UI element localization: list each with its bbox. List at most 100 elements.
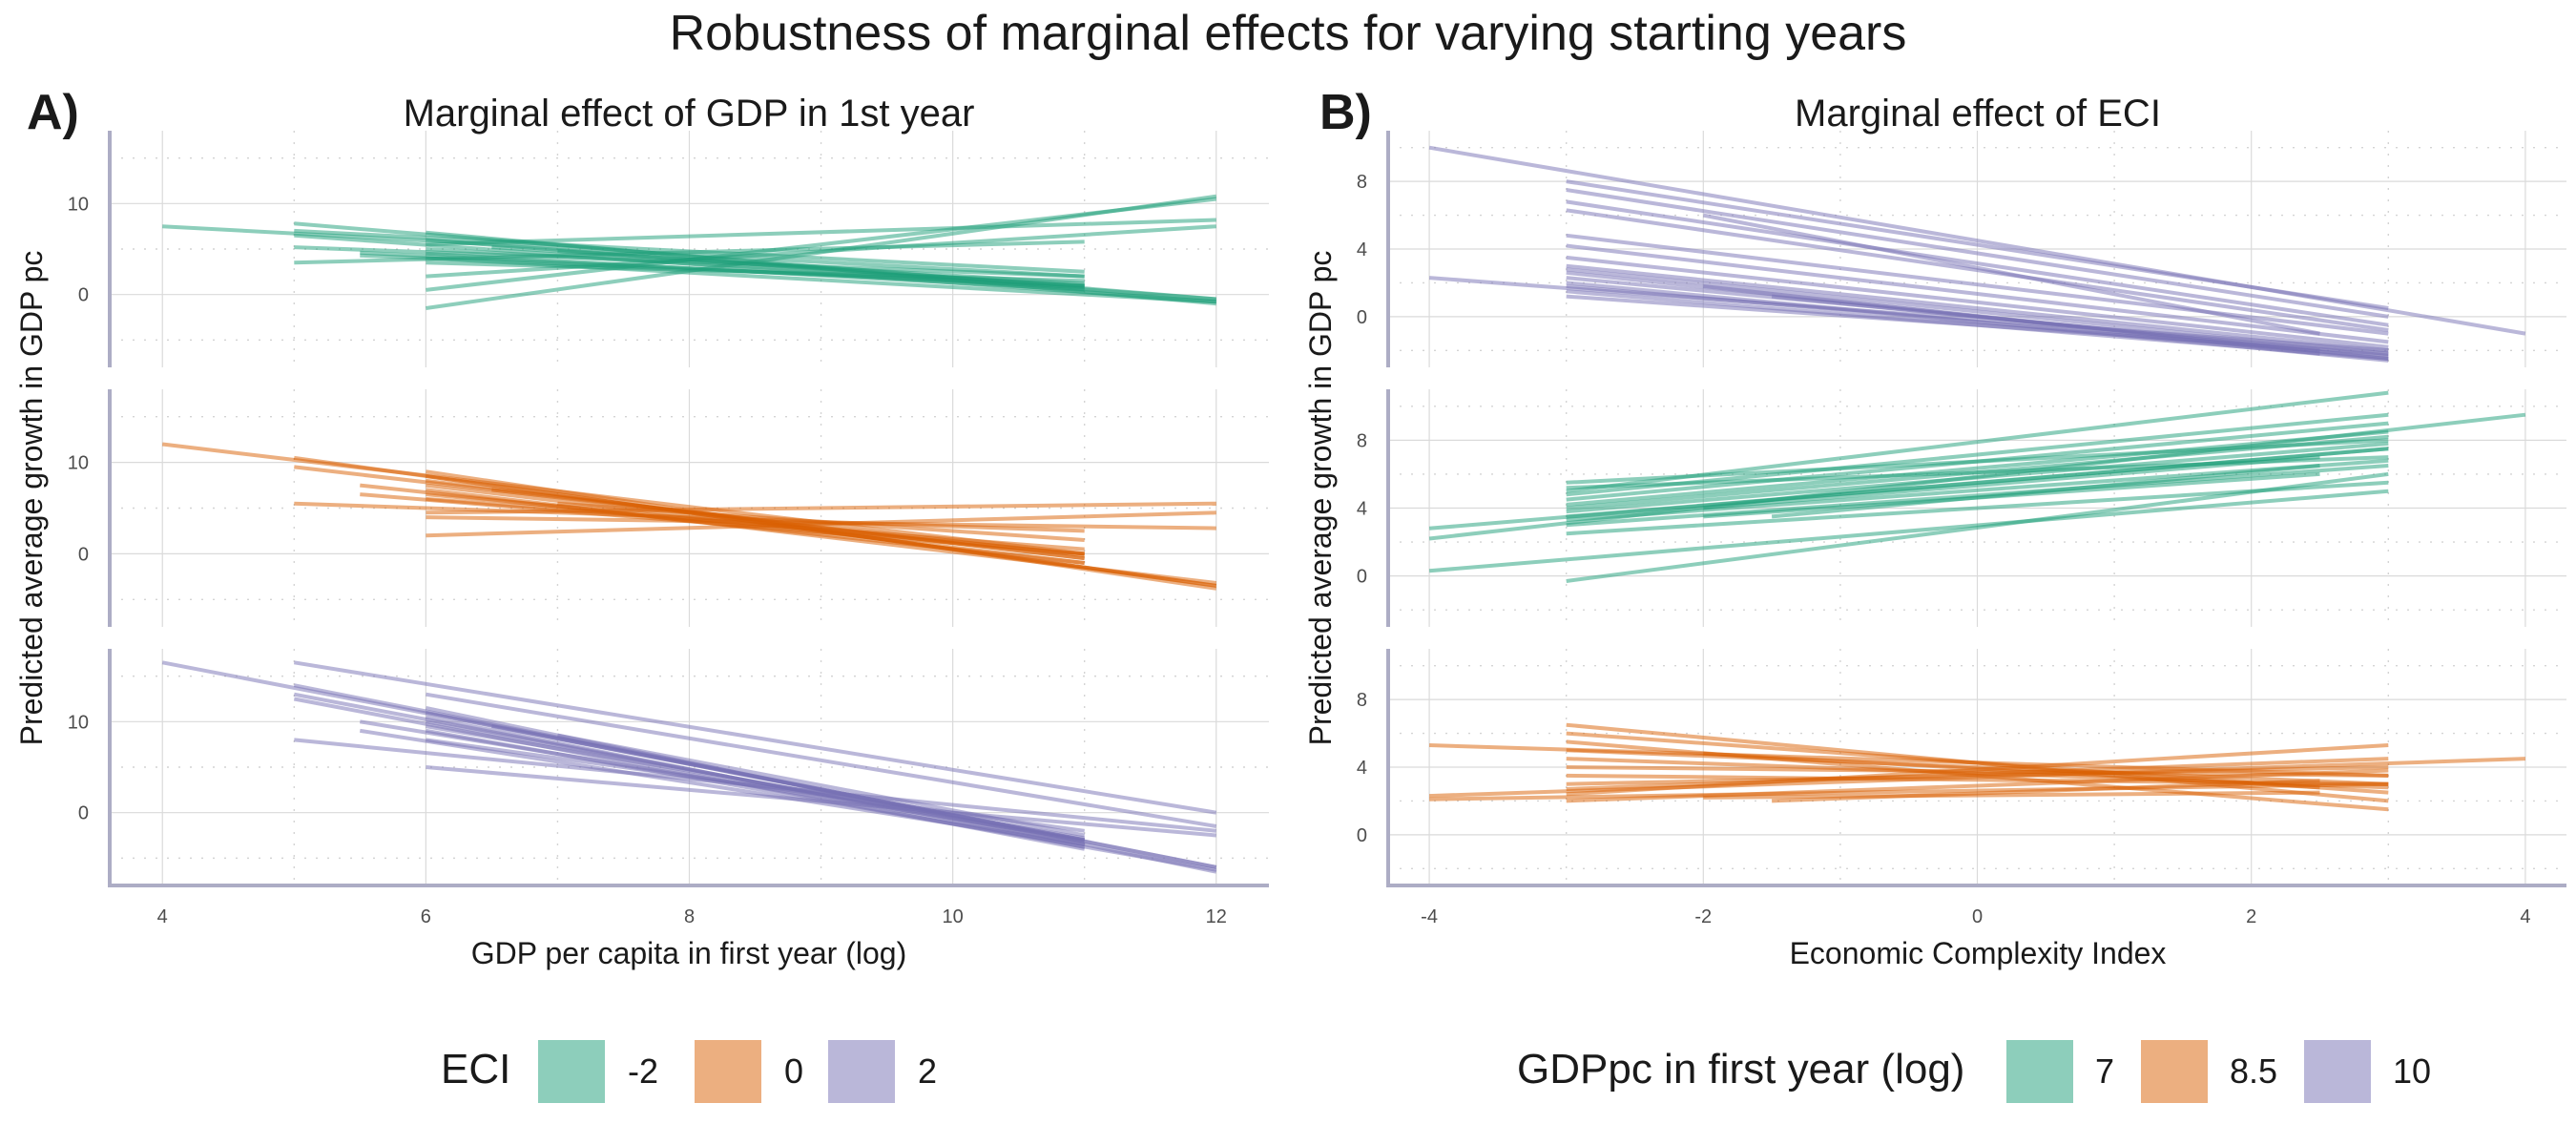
series-line: [1703, 455, 2320, 510]
series-line: [1428, 489, 2389, 573]
figure-title: Robustness of marginal effects for varyi…: [670, 6, 1907, 61]
series-line: [1566, 263, 2389, 353]
y-tick-label: 0: [78, 544, 89, 565]
series-line: [1566, 429, 2389, 507]
series-line: [1702, 213, 2320, 336]
legend-gdppc-key-3: [2304, 1040, 2371, 1103]
series-line: [1566, 255, 2389, 349]
y-tick-label: 10: [68, 712, 89, 733]
series-line: [426, 692, 1217, 828]
panel-a-subtitle: Marginal effect of GDP in 1st year: [404, 93, 975, 135]
x-tick-label: 10: [943, 906, 964, 927]
panel-b-plot: 0 4 8 0 4 8 0 4 8 -4 -2 0 2 4: [1357, 131, 2566, 927]
legend-eci: ECI -2 0 2: [441, 1040, 937, 1103]
panel-a-facet-1: 0 10: [68, 131, 1269, 367]
series-line: [1566, 441, 2389, 514]
panel-b-tag: B): [1319, 85, 1372, 140]
legend-eci-label-2: 0: [784, 1051, 803, 1091]
legend-gdppc-label-1: 7: [2095, 1051, 2114, 1091]
panel-a-facet-2: 0 10: [68, 389, 1269, 627]
y-tick-label: 0: [78, 285, 89, 306]
series-line: [1566, 412, 2389, 497]
series-line: [1566, 267, 2389, 356]
series-line: [557, 501, 1085, 542]
x-tick-label: 0: [1972, 906, 1983, 927]
x-tick-label: -4: [1421, 906, 1438, 927]
legend-eci-label-3: 2: [918, 1051, 937, 1091]
legend-gdppc-title: GDPpc in first year (log): [1517, 1046, 1964, 1093]
axis-line: [1386, 649, 2566, 887]
series-line: [491, 488, 1085, 558]
panel-b-y-axis-label: Predicted average growth in GDP pc: [1303, 251, 1338, 746]
legend-eci-key-1: [538, 1040, 605, 1103]
panel-b-subtitle: Marginal effect of ECI: [1795, 93, 2161, 135]
panel-b-x-axis-label: Economic Complexity Index: [1790, 936, 2167, 970]
y-tick-label: 0: [1357, 825, 1367, 846]
y-tick-label: 4: [1357, 758, 1367, 779]
series-line: [1566, 390, 2389, 493]
axis-line: [108, 649, 1269, 887]
legend-gdppc-label-3: 10: [2393, 1051, 2431, 1091]
series-line: [426, 218, 1216, 247]
panel-a-plot: 0 10 0 10 0 10 4 6 8 10 12: [68, 131, 1269, 927]
series-line: [1566, 480, 2389, 536]
series-line: [1566, 199, 2389, 327]
panel-b-facet-2: 0 4 8: [1357, 389, 2566, 627]
series-line: [1566, 421, 2389, 502]
panel-a-tag: A): [27, 85, 79, 140]
panel-b: B) Marginal effect of ECI Predicted aver…: [1303, 85, 2566, 970]
x-tick-label: 8: [684, 906, 695, 927]
series-line: [491, 724, 1086, 843]
panel-b-facet-1: 0 4 8: [1357, 131, 2566, 367]
x-tick-label: 2: [2246, 906, 2256, 927]
x-tick-label: 12: [1206, 906, 1227, 927]
series-line: [1703, 751, 2320, 790]
legend-gdppc: GDPpc in first year (log) 7 8.5 10: [1517, 1040, 2431, 1103]
series-line: [1566, 233, 2389, 336]
series-line: [557, 733, 1086, 838]
series-line: [557, 248, 1085, 289]
series-line: [1566, 757, 2389, 791]
y-tick-label: 0: [1357, 307, 1367, 328]
series-line: [1566, 243, 2389, 344]
legend-gdppc-key-1: [2006, 1040, 2073, 1103]
y-tick-label: 10: [68, 453, 89, 474]
legend-eci-key-2: [695, 1040, 761, 1103]
y-tick-label: 4: [1357, 239, 1367, 260]
panel-a: A) Marginal effect of GDP in 1st year Pr…: [14, 85, 1269, 970]
legend-eci-title: ECI: [441, 1046, 510, 1093]
series-line: [426, 501, 1216, 515]
panel-a-x-axis-label: GDP per capita in first year (log): [471, 936, 906, 970]
y-tick-label: 8: [1357, 172, 1367, 193]
y-tick-label: 8: [1357, 690, 1367, 711]
series-line: [1771, 294, 2320, 353]
y-tick-label: 4: [1357, 499, 1367, 520]
series-line: [1703, 790, 2320, 800]
x-tick-label: -2: [1694, 906, 1712, 927]
legend-eci-key-3: [828, 1040, 895, 1103]
series-line: [1566, 188, 2389, 319]
series-line: [1772, 779, 2320, 803]
y-tick-label: 0: [78, 803, 89, 824]
x-tick-label: 6: [421, 906, 431, 927]
x-tick-label: 4: [157, 906, 168, 927]
series-line: [426, 765, 1216, 838]
series-line: [293, 660, 1217, 815]
panel-a-facet-3: 0 10: [68, 649, 1269, 887]
panel-b-facet-3: 0 4 8: [1357, 649, 2566, 887]
panel-a-y-axis-label: Predicted average growth in GDP pc: [14, 251, 49, 746]
y-tick-label: 10: [68, 194, 89, 215]
y-tick-label: 8: [1357, 430, 1367, 451]
series-line: [1566, 447, 2389, 519]
legend-eci-label-1: -2: [628, 1051, 658, 1091]
series-line: [1566, 434, 2389, 510]
y-tick-label: 0: [1357, 567, 1367, 588]
x-tick-label: 4: [2520, 906, 2530, 927]
series-line: [1566, 208, 2389, 332]
series-line: [1771, 464, 2320, 519]
series-line: [426, 194, 1217, 310]
series-line: [1566, 179, 2389, 310]
legend-gdppc-label-2: 8.5: [2230, 1051, 2277, 1091]
legend-gdppc-key-2: [2141, 1040, 2208, 1103]
